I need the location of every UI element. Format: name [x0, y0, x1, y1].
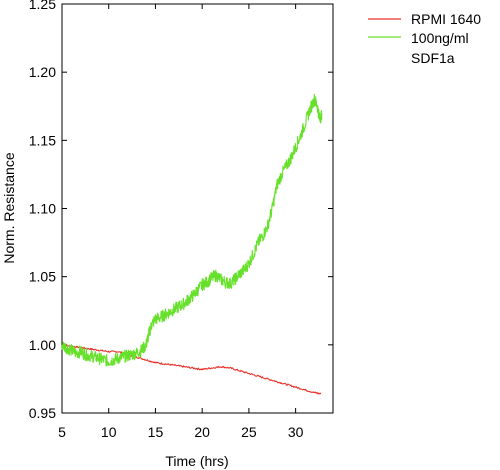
series-line-1 — [61, 93, 323, 367]
y-tick-label: 0.95 — [29, 405, 56, 421]
series-lines — [61, 93, 323, 395]
legend-label-sdf1a: 100ng/ml SDF1a — [411, 30, 469, 66]
y-tick-label: 1.10 — [29, 201, 56, 217]
series-line-0 — [61, 344, 322, 395]
x-tick-label: 10 — [101, 424, 117, 440]
x-axis-label: Time (hrs) — [165, 453, 228, 469]
plot-frame — [61, 3, 334, 414]
y-axis-label: Norm. Resistance — [1, 152, 17, 263]
axis-ticks: 5 10 15 20 25 30 0.95 1.00 1.05 1.10 1.15 1.20 1.25 — [29, 0, 333, 440]
x-tick-label: 20 — [194, 424, 210, 440]
y-tick-label: 1.00 — [29, 337, 56, 353]
y-tick-label: 1.20 — [29, 64, 56, 80]
y-tick-label: 1.25 — [29, 0, 56, 12]
x-tick-label: 30 — [288, 424, 304, 440]
y-tick-label: 1.15 — [29, 132, 56, 148]
legend: RPMI 1640 100ng/ml SDF1a — [368, 11, 481, 66]
legend-label-rpmi: RPMI 1640 — [411, 11, 481, 27]
y-tick-label: 1.05 — [29, 269, 56, 285]
x-tick-label: 15 — [148, 424, 164, 440]
x-tick-label: 5 — [58, 424, 66, 440]
x-tick-label: 25 — [241, 424, 257, 440]
